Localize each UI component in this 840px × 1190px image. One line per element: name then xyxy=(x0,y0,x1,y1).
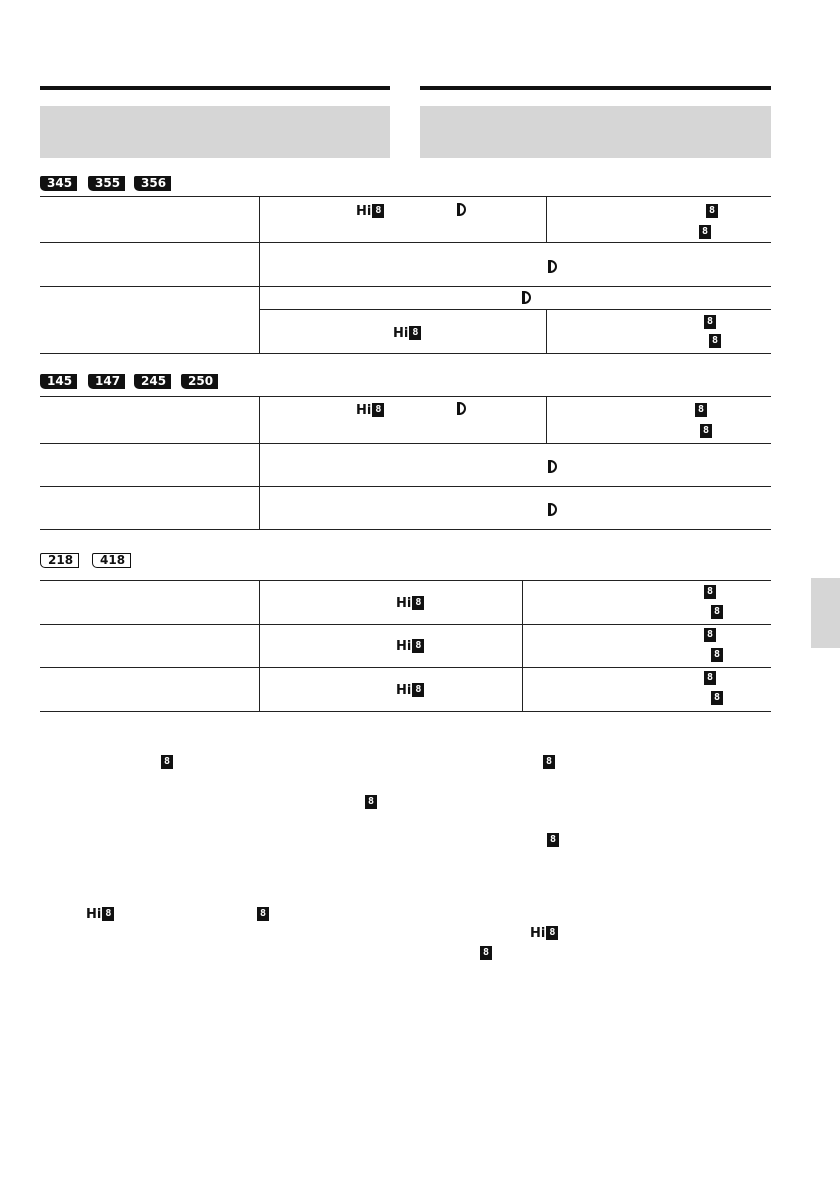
model-badge: 145 xyxy=(40,374,78,389)
digital-icon xyxy=(522,291,531,304)
hi8-icon: Hi 8 xyxy=(356,204,385,219)
hi8-icon: Hi 8 xyxy=(86,907,115,922)
video8-icon: 8 xyxy=(706,204,718,218)
right-header-rule xyxy=(420,86,771,90)
video8-icon: 8 xyxy=(365,795,377,809)
model-badge: 345 xyxy=(40,176,78,191)
hi8-icon: Hi 8 xyxy=(393,326,422,341)
left-header-rule xyxy=(40,86,390,90)
model-badge: 245 xyxy=(134,374,172,389)
model-badge: 250 xyxy=(181,374,219,389)
video8-icon: 8 xyxy=(480,946,492,960)
video8-icon: 8 xyxy=(704,671,716,685)
digital-icon xyxy=(548,460,557,473)
model-badge: 355 xyxy=(88,176,126,191)
video8-icon: 8 xyxy=(257,907,269,921)
video8-icon: 8 xyxy=(711,605,723,619)
video8-icon: 8 xyxy=(699,225,711,239)
right-header-box xyxy=(420,106,771,158)
digital-icon xyxy=(548,260,557,273)
video8-icon: 8 xyxy=(700,424,712,438)
model-badge: 356 xyxy=(134,176,172,191)
video8-icon: 8 xyxy=(161,755,173,769)
video8-icon: 8 xyxy=(704,585,716,599)
model-badge: 418 xyxy=(92,553,132,568)
video8-icon: 8 xyxy=(543,755,555,769)
model-badge: 147 xyxy=(88,374,126,389)
hi8-icon: Hi 8 xyxy=(530,926,559,941)
digital-icon xyxy=(457,402,466,415)
video8-icon: 8 xyxy=(695,403,707,417)
digital-icon xyxy=(457,203,466,216)
model-badge: 218 xyxy=(40,553,80,568)
video8-icon: 8 xyxy=(709,334,721,348)
left-header-box xyxy=(40,106,390,158)
digital-icon xyxy=(548,503,557,516)
hi8-icon: Hi 8 xyxy=(396,596,425,611)
video8-icon: 8 xyxy=(711,648,723,662)
hi8-icon: Hi 8 xyxy=(356,403,385,418)
side-tab xyxy=(811,578,840,648)
hi8-icon: Hi 8 xyxy=(396,639,425,654)
video8-icon: 8 xyxy=(704,628,716,642)
video8-icon: 8 xyxy=(704,315,716,329)
video8-icon: 8 xyxy=(711,691,723,705)
video8-icon: 8 xyxy=(547,833,559,847)
hi8-icon: Hi 8 xyxy=(396,683,425,698)
